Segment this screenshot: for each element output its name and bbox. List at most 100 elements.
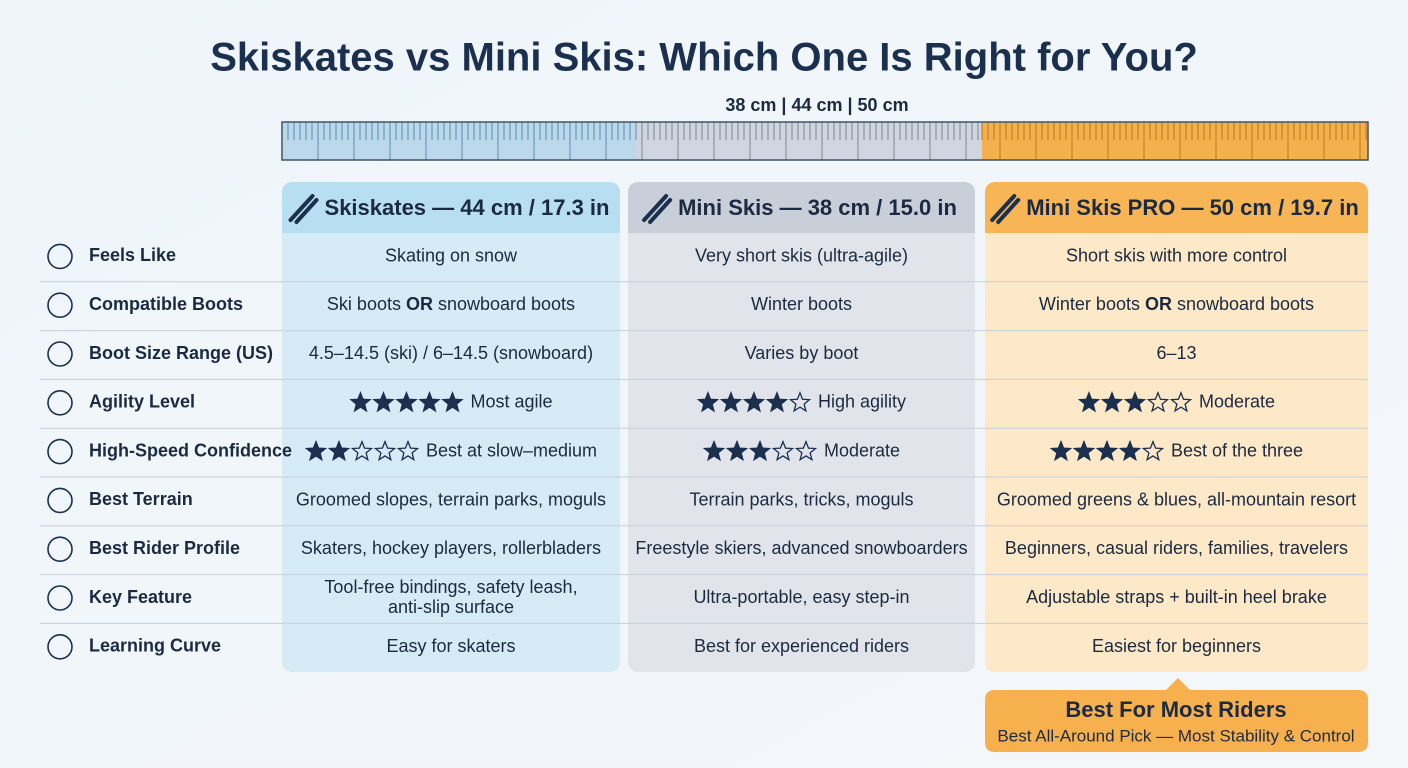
row-icon: [47, 585, 73, 611]
cell-text-part: Skaters, hockey players, rollerbladers: [301, 538, 601, 558]
star-empty: [1146, 391, 1170, 413]
cell-text-strong: OR: [1145, 294, 1172, 314]
star-empty: [771, 439, 795, 462]
star-filled: [1118, 439, 1142, 462]
cell-text: 4.5–14.5 (ski) / 6–14.5 (snowboard): [309, 343, 593, 363]
cell-text: Moderate: [1199, 392, 1275, 412]
star-filled: [719, 391, 743, 413]
star-filled: [372, 391, 395, 413]
cell-text-strong: OR: [406, 294, 433, 314]
row-icon: [47, 389, 73, 416]
row-label: Agility Level: [89, 392, 195, 412]
row-label: Best Terrain: [89, 489, 193, 509]
cell-text-part: Easy for skaters: [386, 636, 515, 656]
cell-text-part: Beginners, casual riders, families, trav…: [1005, 538, 1348, 558]
row-label: High-Speed Confidence: [89, 440, 292, 460]
cell-text-part: Groomed greens & blues, all-mountain res…: [997, 489, 1356, 509]
cell-text: High agility: [818, 392, 906, 412]
title: Skiskates vs Mini Skis: Which One Is Rig…: [210, 36, 1198, 80]
ruler-label: 38 cm | 44 cm | 50 cm: [725, 95, 908, 115]
cell-text-part: Groomed slopes, terrain parks, moguls: [296, 489, 606, 509]
star-empty: [794, 439, 818, 462]
star-filled: [395, 391, 418, 413]
cell-text-part: Short skis with more control: [1066, 245, 1287, 265]
cell-text: Beginners, casual riders, families, trav…: [1005, 538, 1348, 558]
star-filled: [1095, 439, 1119, 462]
cell-text-part: Very short skis (ultra-agile): [695, 245, 908, 265]
cell-text: Best of the three: [1171, 440, 1303, 460]
column-header: Mini Skis — 38 cm / 15.0 in: [678, 195, 957, 220]
star-empty: [373, 439, 397, 462]
cell-text-part: Varies by boot: [745, 343, 859, 363]
star-filled: [418, 391, 441, 413]
star-filled: [748, 439, 772, 462]
star-filled: [702, 439, 726, 462]
column-panel: [628, 182, 975, 672]
cell-text-part: 6–13: [1156, 343, 1196, 363]
cell-text-part: Terrain parks, tricks, moguls: [689, 489, 913, 509]
star-filled: [1072, 439, 1096, 462]
column-header-bg: [985, 202, 1368, 233]
ruler-segment: [282, 122, 636, 160]
cell-text: Easiest for beginners: [1092, 636, 1261, 656]
cell-text-part: Skating on snow: [385, 245, 518, 265]
row-label: Compatible Boots: [89, 294, 243, 314]
badge: Best For Most Riders Best All-Around Pic…: [985, 678, 1368, 752]
cell-text-part: Winter boots: [1039, 294, 1145, 314]
cell-text-part: Ultra-portable, easy step-in: [693, 587, 909, 607]
cell-text: Short skis with more control: [1066, 245, 1287, 265]
star-filled: [349, 391, 372, 413]
star-filled: [1100, 391, 1124, 413]
cell-text: Tool-free bindings, safety leash,: [324, 577, 577, 597]
header-icon: [288, 194, 319, 224]
cell-text: Groomed slopes, terrain parks, moguls: [296, 489, 606, 509]
row-icon: [47, 438, 73, 465]
row-label: Learning Curve: [89, 636, 221, 656]
row-icon: [47, 536, 73, 563]
cell-text-part: snowboard boots: [433, 294, 575, 314]
cell-text: Most agile: [470, 392, 552, 412]
row-label: Key Feature: [89, 587, 192, 607]
cell-text: Best at slow–medium: [426, 440, 597, 460]
cell-text: Skaters, hockey players, rollerbladers: [301, 538, 601, 558]
star-filled: [1077, 391, 1101, 413]
cell-text: Ski boots OR snowboard boots: [327, 294, 575, 314]
row-icon: [47, 341, 73, 367]
cell-text: Groomed greens & blues, all-mountain res…: [997, 489, 1356, 509]
cell-text-part: Easiest for beginners: [1092, 636, 1261, 656]
column-header: Skiskates — 44 cm / 17.3 in: [325, 195, 610, 220]
cell-text-part: Winter boots: [751, 294, 852, 314]
star-filled: [304, 439, 328, 462]
badge-title: Best For Most Riders: [1065, 697, 1286, 722]
star-filled: [696, 391, 720, 413]
cell-text: Ultra-portable, easy step-in: [693, 587, 909, 607]
ruler-segment: [982, 122, 1368, 160]
star-filled: [1049, 439, 1073, 462]
badge-subtitle: Best All-Around Pick — Most Stability & …: [997, 726, 1354, 745]
cell-text: Best for experienced riders: [694, 636, 909, 656]
cell-text: Freestyle skiers, advanced snowboarders: [635, 538, 967, 558]
cell-text: Easy for skaters: [386, 636, 515, 656]
row-icon: [47, 243, 73, 270]
ruler: [281, 121, 1369, 161]
ruler-border: [281, 121, 1369, 161]
cell-text: Varies by boot: [745, 343, 859, 363]
cell-text-part: snowboard boots: [1172, 294, 1314, 314]
cell-text-part: Best for experienced riders: [694, 636, 909, 656]
column-header-bg: [282, 202, 620, 233]
comparison-table: Skiskates — 44 cm / 17.3 in Mini Skis — 3…: [40, 182, 1368, 672]
cell-text-part: Freestyle skiers, advanced snowboarders: [635, 538, 967, 558]
star-empty: [1169, 391, 1193, 413]
row-icon: [47, 487, 73, 514]
row-label: Boot Size Range (US): [89, 343, 273, 363]
star-filled: [441, 391, 464, 413]
column-header-bg: [628, 202, 975, 233]
star-empty: [1141, 439, 1165, 462]
cell-text: Winter boots: [751, 294, 852, 314]
row-icon: [47, 292, 73, 319]
cell-text: 6–13: [1156, 343, 1196, 363]
cell-text: anti-slip surface: [388, 597, 514, 617]
row-label: Best Rider Profile: [89, 538, 240, 558]
cell-text: Moderate: [824, 440, 900, 460]
